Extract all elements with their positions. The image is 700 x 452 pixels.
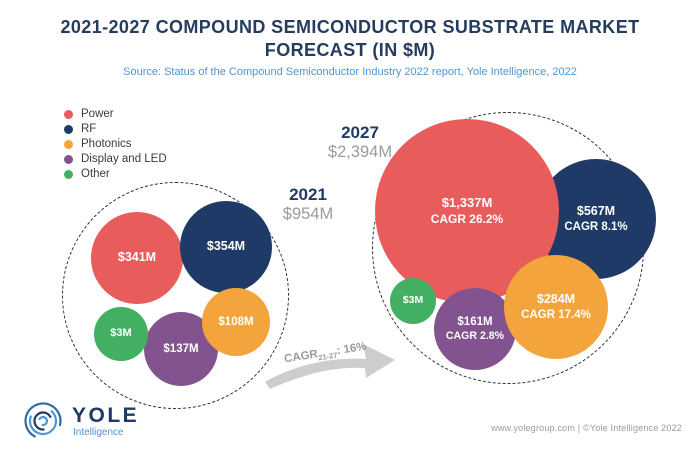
source-subtitle: Source: Status of the Compound Semicondu… (123, 66, 577, 78)
bubble-2021-photonics: $108M (202, 288, 270, 356)
bubble-cagr: CAGR 8.1% (564, 220, 628, 233)
year-label-2027: 2027 $2,394M (308, 123, 412, 161)
logo-subname: Intelligence (73, 426, 124, 438)
bubble-2027-other: $3M (390, 278, 436, 324)
legend-item-display-led: Display and LED (64, 153, 167, 165)
bubble-value: $3M (110, 327, 132, 340)
yole-logo-icon (24, 402, 62, 440)
cagr-arrow-icon (265, 344, 395, 389)
bubble-2027-display-led: $161M CAGR 2.8% (434, 288, 516, 370)
bubble-value: $3M (402, 294, 424, 307)
year-2021: 2021 (289, 185, 327, 204)
year-label-2021: 2021 $954M (254, 185, 362, 223)
bubble-cagr: CAGR 26.2% (430, 211, 504, 226)
bubble-cagr: CAGR 17.4% (521, 308, 591, 321)
bubble-2021-other: $3M (94, 307, 148, 361)
legend-label: Power (81, 108, 114, 120)
legend-label: RF (81, 123, 97, 135)
title-line-2: FORECAST (IN $M) (264, 40, 436, 61)
footer-credit: www.yolegroup.com | ©Yole Intelligence 2… (491, 423, 682, 433)
photonics-dot-icon (64, 139, 73, 149)
logo-name: YOLE (72, 403, 140, 427)
bubble-value: $341M (117, 250, 157, 265)
power-dot-icon (64, 109, 73, 119)
legend-item-photonics: Photonics (64, 138, 167, 150)
bubble-value: $108M (218, 315, 254, 328)
bubble-value: $1,337M (441, 195, 493, 211)
total-2021: $954M (282, 204, 334, 223)
rf-dot-icon (64, 124, 73, 134)
total-2027: $2,394M (327, 142, 393, 161)
bubble-value: $567M (576, 204, 616, 218)
bubble-2021-power: $341M (91, 212, 183, 304)
bubble-value: $137M (163, 342, 199, 355)
yole-logo: YOLE Intelligence (22, 400, 139, 442)
other-dot-icon (64, 169, 73, 179)
bubble-value: $354M (206, 239, 246, 254)
legend-item-rf: RF (64, 123, 167, 135)
yole-logo-text: YOLE Intelligence (72, 405, 139, 438)
legend-label: Display and LED (81, 153, 167, 165)
display-led-dot-icon (64, 154, 73, 164)
bubble-2027-photonics: $284M CAGR 17.4% (504, 255, 608, 359)
year-2027: 2027 (341, 123, 379, 142)
bubble-value: $161M (457, 316, 493, 329)
bubble-2021-rf: $354M (180, 201, 272, 293)
title-line-1: 2021-2027 COMPOUND SEMICONDUCTOR SUBSTRA… (60, 17, 640, 37)
bubble-value: $284M (536, 292, 576, 306)
legend-item-other: Other (64, 168, 167, 180)
legend-label: Photonics (81, 138, 132, 150)
page-title: 2021-2027 COMPOUND SEMICONDUCTOR SUBSTRA… (20, 16, 680, 63)
bubble-cagr: CAGR 2.8% (445, 329, 505, 342)
cluster-outline-2021 (62, 182, 289, 409)
legend-item-power: Power (64, 108, 167, 120)
legend-label: Other (81, 168, 110, 180)
legend: Power RF Photonics Display and LED Other (64, 108, 167, 183)
